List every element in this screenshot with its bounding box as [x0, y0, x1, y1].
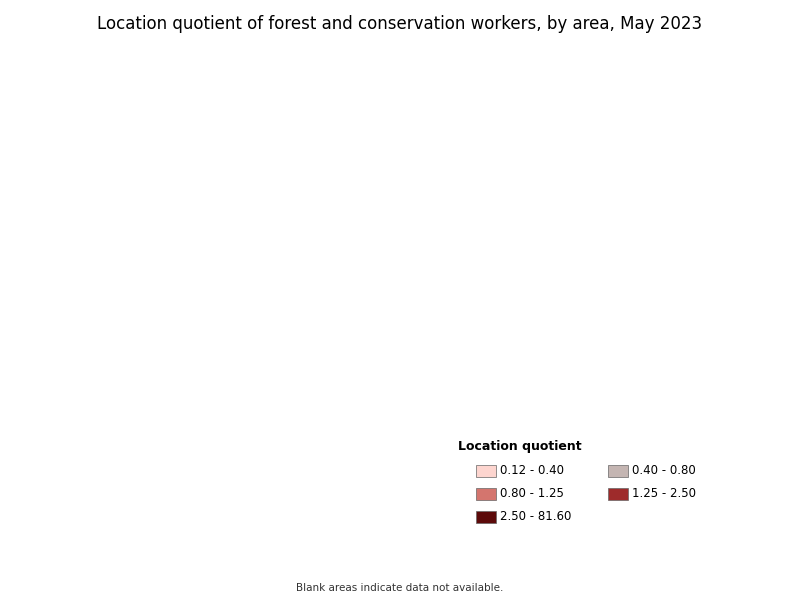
Text: Location quotient of forest and conservation workers, by area, May 2023: Location quotient of forest and conserva…: [98, 15, 702, 33]
Text: 0.12 - 0.40: 0.12 - 0.40: [500, 464, 564, 478]
Text: 2.50 - 81.60: 2.50 - 81.60: [500, 510, 571, 523]
Text: 0.80 - 1.25: 0.80 - 1.25: [500, 487, 564, 500]
Text: 0.40 - 0.80: 0.40 - 0.80: [632, 464, 696, 478]
Text: 1.25 - 2.50: 1.25 - 2.50: [632, 487, 696, 500]
Text: Location quotient: Location quotient: [458, 440, 582, 453]
Text: Blank areas indicate data not available.: Blank areas indicate data not available.: [296, 583, 504, 593]
